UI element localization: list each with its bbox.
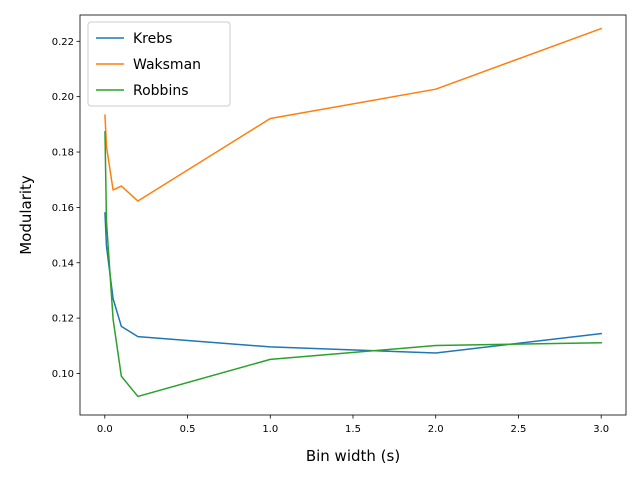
legend-label-krebs: Krebs <box>133 31 172 47</box>
x-tick-label: 3.0 <box>593 424 609 435</box>
y-tick-label: 0.10 <box>52 369 74 380</box>
x-tick-label: 1.5 <box>345 424 361 435</box>
legend-label-robbins: Robbins <box>133 83 189 99</box>
y-tick-label: 0.16 <box>52 203 74 214</box>
y-tick-label: 0.12 <box>52 314 74 325</box>
y-tick-label: 0.22 <box>52 37 74 48</box>
series-line-krebs <box>104 212 603 354</box>
x-tick-label: 0.0 <box>97 424 113 435</box>
y-tick-label: 0.18 <box>52 148 74 159</box>
x-tick-label: 1.0 <box>262 424 278 435</box>
x-tick-label: 2.5 <box>511 424 527 435</box>
legend-box <box>87 21 231 107</box>
y-tick-label: 0.14 <box>52 258 74 269</box>
legend: Krebs Waksman Robbins <box>87 21 231 107</box>
y-axis-label: Modularity <box>17 175 35 255</box>
x-tick-label: 0.5 <box>180 424 196 435</box>
axis-ticks: 0.0 0.5 1.0 1.5 2.0 2.5 3.0 0.10 0.12 0.14 0.16 0.1… <box>52 37 609 435</box>
plot-frame <box>79 14 627 416</box>
series-line-waksman <box>104 27 603 202</box>
x-axis-label: Bin width (s) <box>306 447 400 465</box>
legend-label-waksman: Waksman <box>133 57 201 73</box>
y-tick-label: 0.20 <box>52 92 74 103</box>
series-line-robbins <box>104 131 602 398</box>
series-lines <box>104 27 603 398</box>
x-tick-label: 2.0 <box>428 424 444 435</box>
